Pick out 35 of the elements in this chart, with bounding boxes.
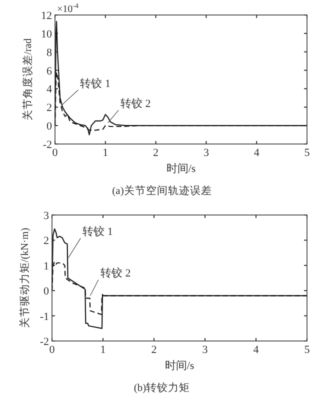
y-tick-label: 8: [46, 46, 52, 59]
y-tick-label: -1: [40, 310, 49, 323]
x-tick-label: 5: [304, 344, 310, 356]
x-tick-label: 2: [151, 344, 157, 356]
y-tick-label: -2: [40, 336, 49, 348]
x-tick-label: 2: [153, 147, 159, 159]
y-tick-label: 2: [44, 235, 49, 248]
text: (b)转铰力矩: [134, 381, 190, 394]
x-tick-label: 4: [253, 344, 260, 356]
text: (a)关节空间轨迹误差: [112, 184, 212, 197]
y-tick-label: 0: [46, 120, 52, 133]
x-tick-label: 4: [254, 147, 260, 159]
y-axis-title: 关节驱动力矩/(kN·m): [18, 227, 31, 328]
x-tick-label: 3: [203, 147, 210, 159]
y-tick-label: -2: [42, 139, 52, 151]
y-axis-title: 关节角度误差/rad: [21, 38, 34, 121]
y-tick-label: 0: [44, 286, 50, 298]
x-tick-label: 1: [100, 344, 106, 356]
text: ×10$^{-4}$: [57, 2, 79, 15]
x-axis-title: 时间/s: [166, 162, 196, 175]
x-tick-label: 5: [304, 147, 310, 159]
x-tick-label: 1: [102, 147, 108, 159]
x-tick-label: 3: [202, 344, 208, 356]
series-label: 转铰 1: [80, 76, 110, 90]
series-label: 转铰 1: [82, 225, 113, 238]
y-tick-label: 10: [41, 28, 52, 40]
y-tick-label: 1: [44, 260, 49, 272]
series-label: 转铰 2: [100, 266, 131, 280]
y-tick-label: 12: [41, 10, 52, 22]
series-label: 转铰 2: [120, 97, 151, 110]
y-tick-label: 2: [46, 102, 52, 114]
y-tick-label: 6: [46, 65, 52, 78]
y-tick-label: 3: [44, 210, 50, 222]
y-tick-label: 4: [46, 84, 52, 96]
x-axis-title: 时间/s: [164, 359, 194, 372]
